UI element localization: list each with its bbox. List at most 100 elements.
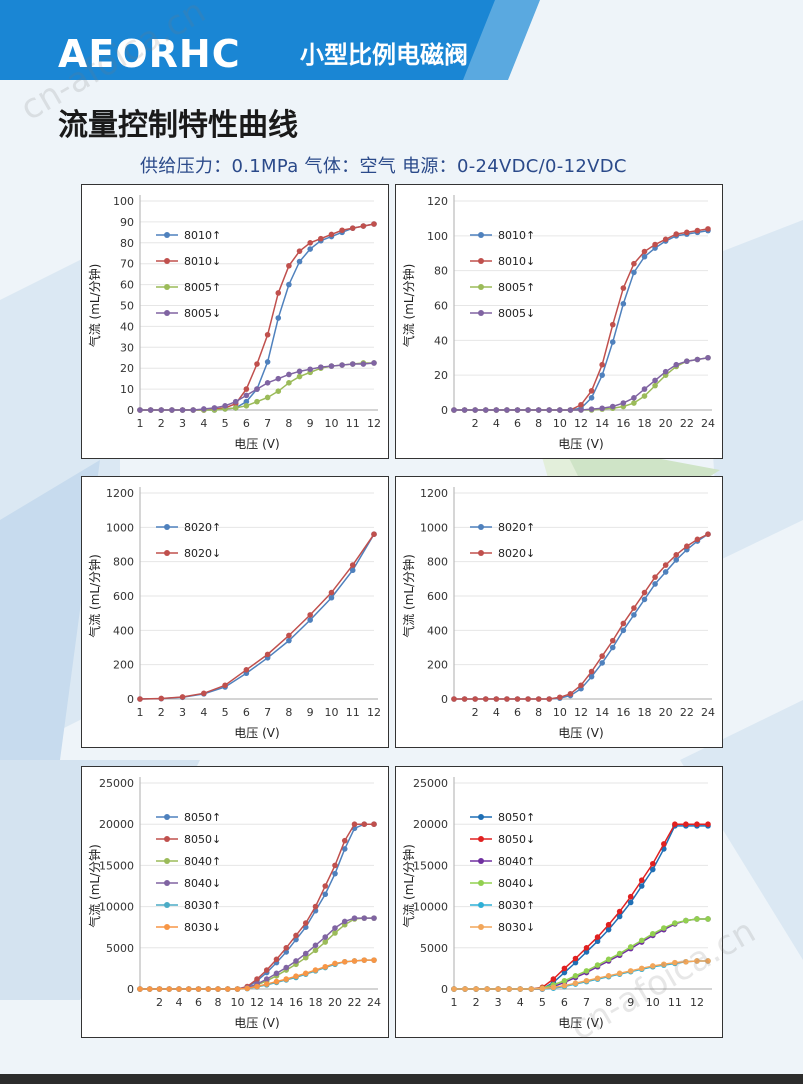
data-point [683, 917, 689, 924]
data-point [557, 694, 563, 701]
data-point [328, 363, 335, 369]
data-point [616, 913, 623, 920]
y-tick-label: 100 [113, 195, 134, 208]
x-tick-label: 7 [583, 996, 590, 1009]
data-point [201, 406, 207, 412]
data-point [641, 589, 648, 596]
data-point [583, 949, 590, 955]
data-point [254, 983, 260, 990]
data-point [302, 920, 309, 926]
legend-marker [478, 858, 484, 864]
data-point [578, 407, 584, 413]
data-point [339, 362, 345, 368]
data-point [286, 637, 292, 644]
data-point [673, 361, 680, 368]
data-point [283, 945, 290, 951]
x-tick-label: 11 [346, 706, 360, 719]
legend-label: 8040↑ [498, 855, 535, 868]
x-tick-label: 12 [250, 996, 264, 1009]
chart-panel-3: 0 200 400 600 800 1000 1200 1 2 3 4 5 6 7 8 9 10 11 12 电压 (… [81, 476, 389, 748]
data-point [609, 321, 616, 328]
x-tick-label: 8 [605, 996, 612, 1009]
x-tick-label: 9 [627, 996, 634, 1009]
data-point [652, 574, 658, 580]
x-tick-label: 22 [680, 706, 694, 719]
data-point [493, 696, 500, 702]
y-tick-label: 0 [441, 983, 448, 996]
data-point [322, 963, 329, 970]
series-line [454, 229, 709, 411]
data-point [631, 400, 637, 406]
data-point [578, 401, 584, 408]
legend-marker [478, 880, 484, 886]
data-point [661, 961, 667, 968]
data-point [561, 965, 568, 972]
legend-marker [478, 550, 484, 556]
data-point [493, 407, 500, 413]
data-point [672, 920, 678, 926]
data-point [652, 382, 658, 389]
data-point [296, 258, 303, 265]
data-point [137, 407, 143, 413]
y-tick-label: 0 [127, 693, 134, 706]
data-point [147, 407, 154, 413]
x-tick-label: 4 [493, 417, 500, 430]
x-tick-label: 6 [243, 417, 250, 430]
data-point [243, 667, 250, 673]
data-point [620, 627, 627, 634]
legend-label: 8050↑ [184, 811, 221, 824]
data-point [275, 388, 282, 394]
data-point [694, 536, 701, 543]
data-point [286, 262, 292, 269]
data-point [312, 942, 319, 949]
data-point [185, 986, 192, 992]
data-point [705, 354, 711, 361]
y-tick-label: 600 [427, 590, 448, 603]
chart-panel-4: 0 200 400 600 800 1000 1200 2 4 6 8 10 12 14 16 18 20 22 2… [395, 476, 723, 748]
data-point [546, 407, 553, 413]
data-point [572, 959, 579, 966]
data-point [638, 877, 645, 884]
y-tick-label: 1000 [420, 521, 448, 534]
data-point [451, 986, 457, 992]
data-point [451, 407, 457, 413]
data-point [594, 934, 601, 940]
legend-marker [164, 232, 170, 238]
data-point [296, 373, 303, 380]
data-point [550, 976, 557, 982]
data-point [672, 821, 678, 827]
y-tick-label: 1200 [106, 487, 134, 500]
brand-logo: AEORHC [58, 32, 241, 76]
data-point [525, 696, 531, 702]
y-tick-label: 5000 [420, 942, 448, 955]
data-point [205, 986, 212, 992]
legend-marker [164, 880, 170, 886]
data-point [264, 331, 271, 338]
data-point [673, 557, 680, 563]
data-point [332, 862, 338, 869]
legend-label: 8010↓ [184, 255, 221, 268]
data-point [371, 531, 377, 537]
series-line [139, 533, 375, 700]
data-point [361, 821, 368, 827]
data-point [583, 945, 590, 951]
x-tick-label: 7 [264, 417, 271, 430]
x-tick-label: 6 [195, 996, 202, 1009]
data-point [514, 696, 521, 702]
x-tick-label: 12 [574, 417, 588, 430]
data-point [312, 903, 319, 910]
data-point [694, 916, 700, 922]
x-tick-label: 8 [285, 706, 292, 719]
data-point [609, 637, 616, 644]
legend-marker [164, 550, 170, 556]
x-tick-label: 18 [638, 706, 652, 719]
x-tick-label: 8 [285, 417, 292, 430]
data-point [588, 388, 595, 394]
x-tick-label: 22 [680, 417, 694, 430]
data-point [322, 883, 329, 889]
x-tick-label: 24 [701, 706, 715, 719]
data-point [616, 908, 623, 915]
y-tick-label: 200 [113, 659, 134, 672]
data-point [616, 950, 623, 957]
